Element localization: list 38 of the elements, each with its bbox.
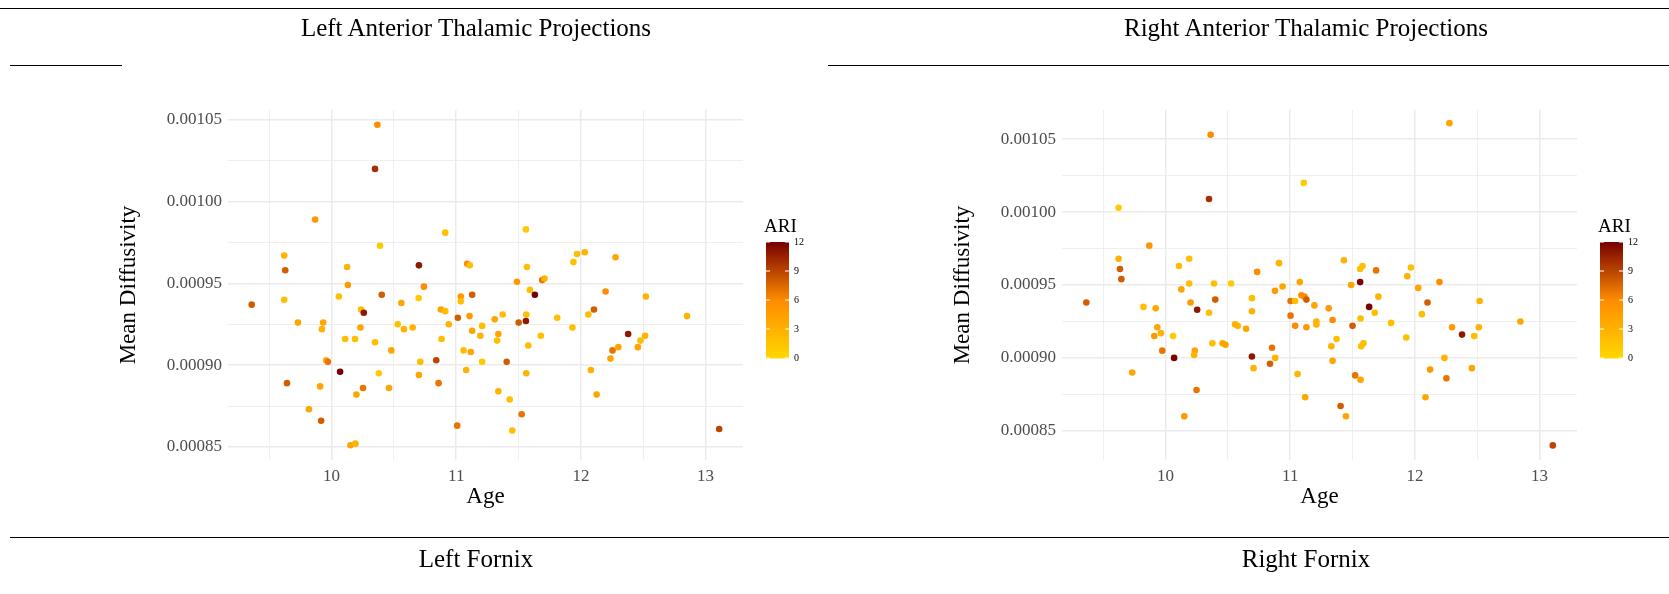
color-bar-title: ARI <box>1598 215 1631 236</box>
y-tick-label: 0.00095 <box>166 272 222 292</box>
color-bar-label: 9 <box>1628 264 1633 276</box>
y-tick-label: 0.00105 <box>166 109 222 129</box>
y-tick-label: 0.00100 <box>1000 201 1056 221</box>
x-tick-label: 10 <box>323 465 340 485</box>
y-axis-title: Mean Diffusivity <box>114 205 140 365</box>
y-axis-title: Mean Diffusivity <box>948 205 974 365</box>
x-tick-label: 10 <box>1157 465 1174 485</box>
x-tick-label: 11 <box>1282 465 1299 485</box>
x-tick-label: 12 <box>1406 465 1424 485</box>
color-bar-label: 9 <box>794 264 799 276</box>
y-tick-label: 0.00085 <box>166 436 222 456</box>
color-bar-label: 12 <box>1628 235 1638 247</box>
color-bar-label: 3 <box>1628 322 1633 334</box>
color-bar-label: 3 <box>794 322 799 334</box>
x-axis-title: Age <box>1300 483 1339 509</box>
y-tick-label: 0.00095 <box>1000 274 1056 294</box>
text: Left Fornix <box>417 545 535 573</box>
x-tick-label: 11 <box>448 465 465 485</box>
text: Right Fornix <box>1240 545 1372 573</box>
x-tick-label: 13 <box>697 465 715 485</box>
color-bar-label: 12 <box>794 235 804 247</box>
y-tick-label: 0.00090 <box>166 354 222 374</box>
color-bar-label: 6 <box>794 293 799 305</box>
color-bar-label: 0 <box>1628 351 1633 363</box>
chart-title: Left Anterior Thalamic Projections <box>299 14 653 42</box>
y-tick-label: 0.00100 <box>166 191 222 211</box>
y-tick-label: 0.00105 <box>1000 128 1056 148</box>
x-tick-label: 13 <box>1531 465 1549 485</box>
x-axis-title: Age <box>466 483 505 509</box>
color-bar-label: 0 <box>794 351 799 363</box>
y-tick-label: 0.00090 <box>1000 347 1056 367</box>
x-tick-label: 12 <box>572 465 590 485</box>
color-bar-label: 6 <box>1628 293 1633 305</box>
chart-title: Right Anterior Thalamic Projections <box>1122 14 1490 42</box>
color-bar-title: ARI <box>764 215 797 236</box>
y-tick-label: 0.00085 <box>1000 420 1056 440</box>
